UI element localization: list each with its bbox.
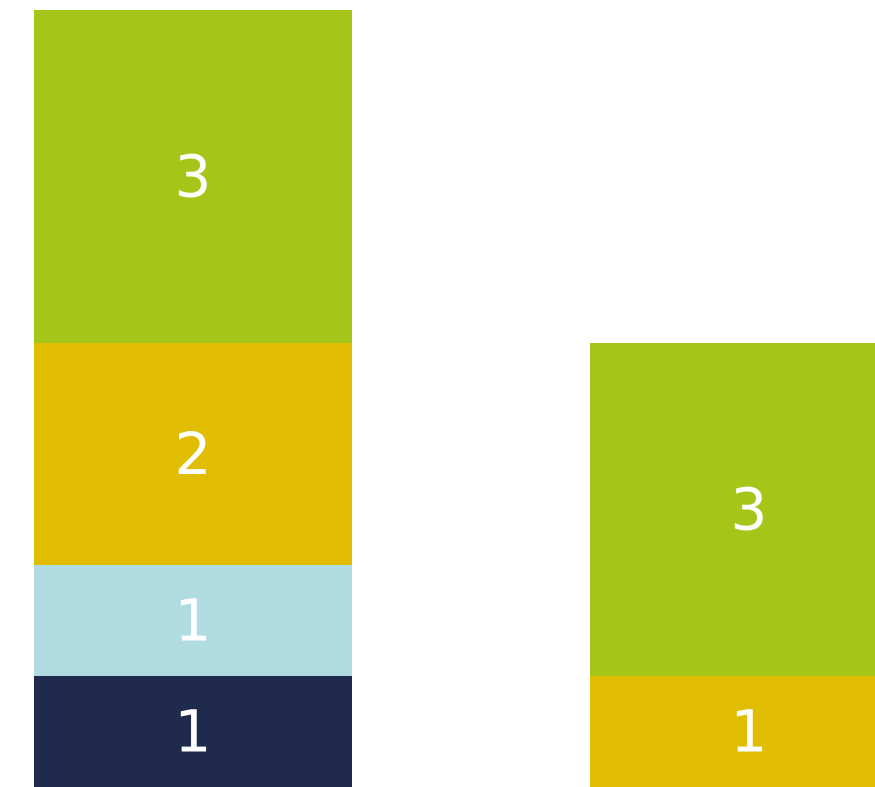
bar-1-segment-3 [34, 343, 352, 565]
bar-2-segment-4-label: 3 [731, 476, 768, 544]
bar-2-segment-3-label: 1 [731, 698, 768, 766]
bar-2-segment-3 [590, 676, 875, 787]
bar-1-segment-2-label: 1 [175, 587, 212, 655]
bar-1-segment-4-label: 3 [175, 143, 212, 211]
bar-1-segment-2 [34, 565, 352, 676]
bar-1-segment-4 [34, 10, 352, 343]
bar-1-segment-1 [34, 676, 352, 787]
bar-2-segment-4 [590, 343, 875, 676]
bar-1-segment-1-label: 1 [175, 698, 212, 766]
bar-1-segment-3-label: 2 [175, 420, 212, 488]
